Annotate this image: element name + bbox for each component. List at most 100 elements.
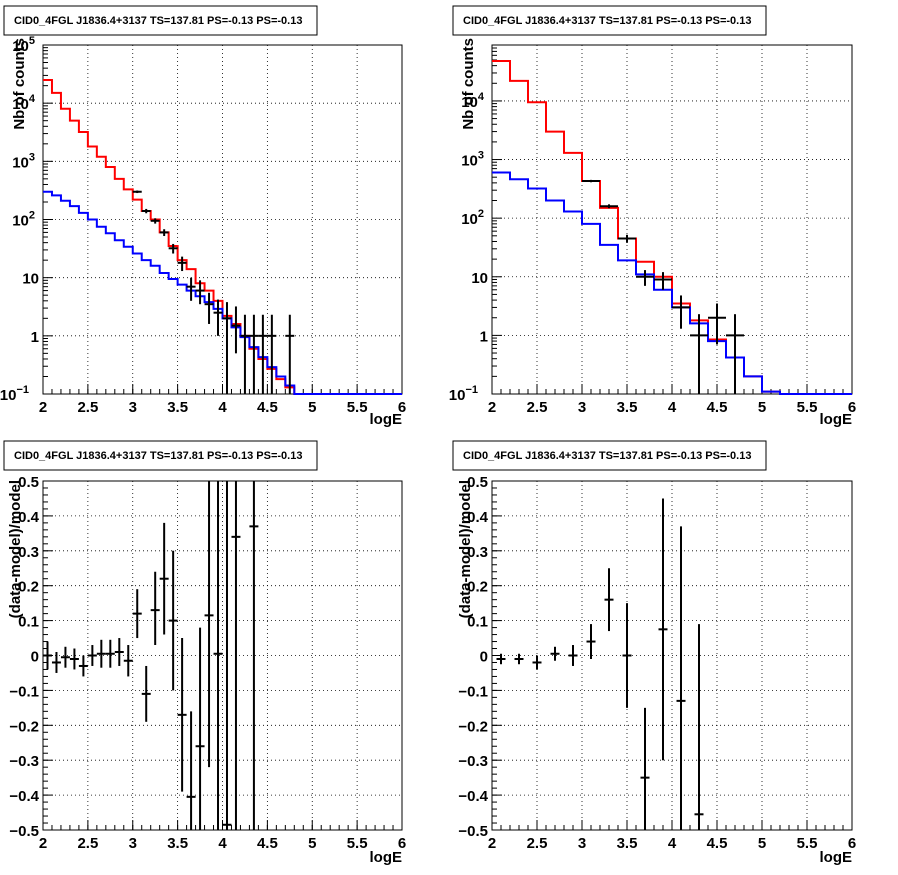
y-tick-label: 102 [461, 208, 484, 228]
panel-counts-left: CID0_4FGL J1836.4+3137 TS=137.81 PS=-0.1… [0, 5, 406, 428]
data-point [114, 638, 124, 666]
data-point [51, 652, 61, 673]
panel-counts-right: CID0_4FGL J1836.4+3137 TS=137.81 PS=-0.1… [449, 5, 856, 428]
data-point [132, 589, 142, 639]
data-point [177, 256, 187, 272]
x-tick-label: 4 [218, 835, 227, 852]
data-point [195, 627, 205, 830]
x-tick-label: 4 [668, 399, 677, 416]
x-tick-label: 2 [39, 835, 47, 852]
x-tick-label: 2.5 [77, 835, 98, 852]
x-tick-label: 5 [308, 835, 316, 852]
x-tick-label: 4.5 [257, 399, 278, 416]
y-tick-label: −0.4 [458, 788, 488, 805]
x-tick-label: 5.5 [347, 399, 368, 416]
data-point [43, 641, 52, 670]
title-box [3, 5, 318, 36]
x-tick-label: 6 [848, 399, 856, 416]
plot-title: CID0_4FGL J1836.4+3137 TS=137.81 PS=-0.1… [14, 450, 302, 462]
x-tick-label: 5 [758, 835, 766, 852]
x-tick-label: 4.5 [707, 835, 728, 852]
data-point [231, 481, 241, 830]
model-series-line [492, 171, 852, 395]
y-tick-label: −0.5 [458, 823, 488, 840]
y-tick-label: −0.1 [458, 683, 488, 700]
x-tick-label: 4.5 [707, 399, 728, 416]
plot-title: CID0_4FGL J1836.4+3137 TS=137.81 PS=-0.1… [14, 15, 302, 27]
data-point [708, 303, 726, 345]
data-point [222, 302, 232, 394]
y-axis-label: (data-model)/model [7, 480, 24, 618]
x-axis-label: logE [370, 411, 403, 428]
data-point [267, 314, 277, 394]
data-point [240, 314, 250, 394]
x-tick-label: 4 [668, 835, 677, 852]
x-tick-label: 5.5 [797, 835, 818, 852]
data-point [636, 270, 654, 286]
x-axis-label: logE [820, 849, 853, 866]
data-point [141, 208, 151, 214]
y-tick-label: −0.5 [9, 823, 39, 840]
y-tick-label: −0.2 [458, 718, 488, 735]
data-point [159, 229, 169, 237]
x-axis-label: logE [820, 411, 853, 428]
data-point [159, 522, 169, 635]
data-point [622, 603, 632, 708]
x-tick-label: 2.5 [77, 399, 98, 416]
data-point [123, 645, 133, 677]
data-point [78, 655, 88, 677]
y-tick-label: −0.2 [9, 718, 39, 735]
y-tick-label: 0 [480, 649, 488, 666]
data-point [618, 234, 636, 243]
data-point [285, 314, 295, 394]
x-tick-label: 2.5 [527, 835, 548, 852]
data-point [69, 648, 79, 670]
y-axis-label: Nb of counts [460, 38, 477, 130]
data-point [204, 481, 214, 768]
x-tick-label: 3.5 [167, 835, 188, 852]
x-tick-label: 6 [398, 399, 406, 416]
x-tick-label: 3.5 [617, 835, 638, 852]
y-tick-label: 104 [461, 91, 485, 111]
y-tick-label: −0.3 [458, 753, 488, 770]
title-box [452, 5, 767, 36]
y-tick-label: 10−1 [0, 384, 29, 404]
data-point [600, 204, 618, 209]
y-axis-label: Nb of counts [11, 38, 28, 130]
y-tick-label: 1 [31, 329, 39, 346]
plot-frame [42, 480, 403, 831]
data-point [672, 295, 690, 329]
y-axis-label: (data-model)/model [457, 480, 474, 618]
data-point [658, 498, 668, 761]
y-tick-label: 104 [12, 93, 36, 113]
y-tick-label: 10 [22, 271, 39, 288]
y-tick-label: 0.3 [467, 544, 488, 561]
data-point [168, 243, 178, 254]
plot-title: CID0_4FGL J1836.4+3137 TS=137.81 PS=-0.1… [463, 15, 751, 27]
data-point [60, 646, 70, 668]
x-tick-label: 3 [578, 399, 586, 416]
y-tick-label: 102 [12, 210, 35, 230]
data-point [514, 653, 524, 665]
y-tick-label: 0.3 [18, 544, 39, 561]
model-series-line [43, 190, 402, 395]
data-point [141, 665, 151, 722]
plot-area: 2 2.5 3 3.5 4 4.5 5 5.5 6 10−1 1 10 102 103 104 105 [0, 35, 406, 416]
data-point [694, 624, 704, 830]
data-point [258, 314, 268, 394]
y-tick-label: 103 [12, 151, 35, 171]
data-point [186, 277, 196, 301]
data-point [568, 645, 578, 666]
panel-residuals-right: CID0_4FGL J1836.4+3137 TS=137.81 PS=-0.1… [452, 440, 856, 866]
data-point [582, 179, 600, 183]
data-point [132, 190, 142, 194]
x-tick-label: 3 [129, 835, 137, 852]
data-point [150, 571, 160, 646]
data-point [496, 653, 506, 665]
data-point [231, 306, 241, 354]
data-point [249, 481, 259, 830]
plot-frame [42, 44, 403, 395]
data-point [550, 646, 560, 661]
x-tick-label: 5.5 [347, 835, 368, 852]
